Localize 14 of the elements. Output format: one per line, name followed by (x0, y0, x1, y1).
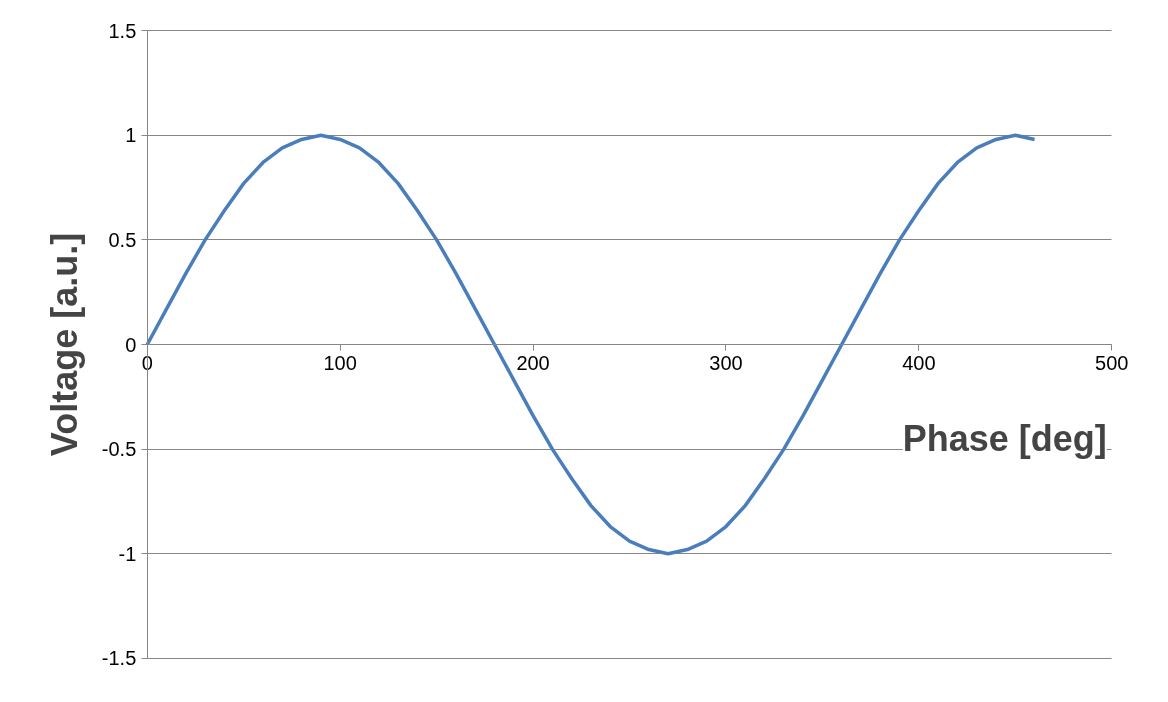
x-tick-label: 400 (902, 351, 936, 374)
y-tick-label: -0.5 (101, 438, 137, 461)
y-tick-label: 1.5 (108, 19, 137, 42)
y-axis-title: Voltage [a.u.] (44, 232, 86, 457)
x-tick-label: 500 (1095, 351, 1129, 374)
x-tick-label: 200 (516, 351, 550, 374)
x-tick-label: 300 (709, 351, 743, 374)
x-axis-title: Phase [deg] (902, 418, 1107, 460)
y-tick-label: 1 (125, 124, 137, 147)
y-tick-label: -1 (118, 542, 137, 565)
y-tick-label: 0 (125, 333, 137, 356)
y-tick-label: -1.5 (101, 647, 137, 670)
y-tick-label: 0.5 (108, 228, 137, 251)
x-tick-label: 100 (323, 351, 357, 374)
